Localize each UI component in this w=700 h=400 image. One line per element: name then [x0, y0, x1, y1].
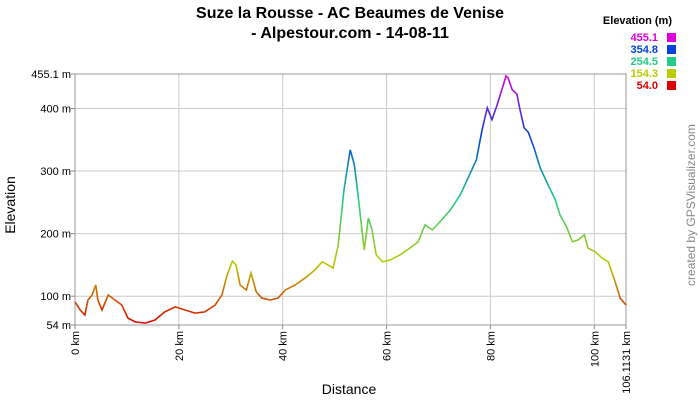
y-tick-label: 455.1 m	[31, 69, 71, 81]
x-tick-label: 60 km	[382, 331, 394, 361]
x-tick-label: 100 km	[589, 331, 601, 367]
plot-border	[74, 73, 627, 326]
y-tick-label: 100 m	[40, 291, 71, 303]
x-axis-label: Distance	[322, 381, 377, 397]
x-tick-label: 0 km	[70, 331, 82, 355]
legend-swatch	[667, 45, 676, 54]
y-tick-label: 400 m	[40, 103, 71, 115]
chart-title: Suze la Rousse - AC Beaumes de Venise - …	[196, 5, 504, 42]
legend-swatch	[667, 81, 676, 90]
legend-swatch	[667, 57, 676, 66]
y-axis-label: Elevation	[2, 176, 18, 234]
legend-label: 254.5	[630, 56, 658, 68]
y-tick-label: 54 m	[47, 320, 71, 332]
legend-label: 154.3	[630, 68, 658, 80]
legend-label: 354.8	[630, 44, 658, 56]
y-tick-label: 300 m	[40, 166, 71, 178]
y-tick-label: 200 m	[40, 229, 71, 241]
x-tick-label: 20 km	[174, 331, 186, 361]
x-tick-label: 106.1131 km	[621, 331, 633, 394]
credit: created by GPSVisualizer.com	[684, 124, 698, 286]
elevation-line	[74, 74, 627, 324]
legend-label: 54.0	[637, 80, 658, 92]
x-tick-label: 40 km	[278, 331, 290, 361]
x-tick-label: 80 km	[485, 331, 497, 361]
legend-label: 455.1	[630, 32, 658, 44]
legend-title: Elevation (m)	[603, 15, 672, 27]
legend-swatch	[667, 33, 676, 42]
legend-swatch	[667, 69, 676, 78]
